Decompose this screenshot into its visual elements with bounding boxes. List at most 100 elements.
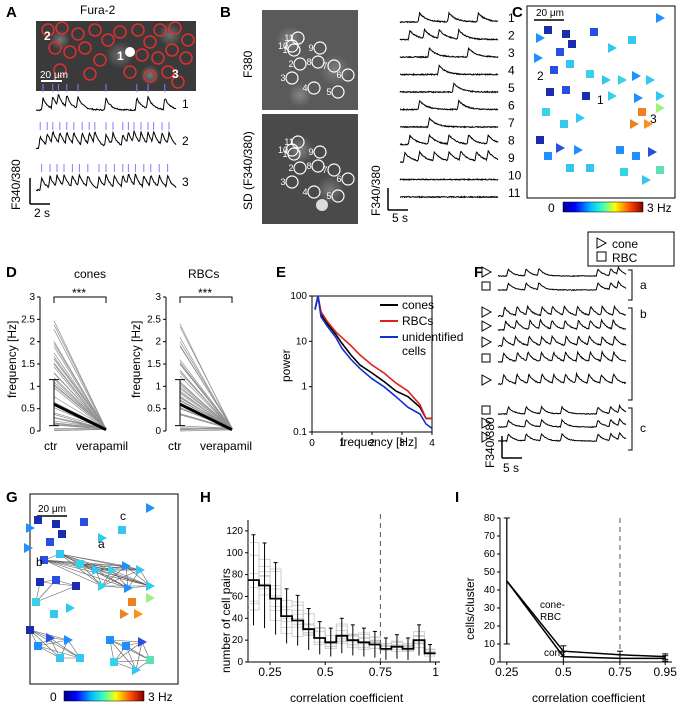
trace-b-id: 8 [508, 134, 515, 148]
y-tick-label: 0 [489, 657, 495, 668]
rbc-marker [562, 86, 570, 94]
rbc-marker [50, 610, 58, 618]
panel-a-label: A [6, 4, 17, 21]
rbc-marker [566, 164, 574, 172]
cone-marker [146, 503, 155, 513]
panel-b-trace-ids: 1 2 3 4 5 6 7 8 9 10 11 [508, 11, 522, 200]
cone-marker [108, 565, 117, 575]
cone-marker [66, 603, 75, 613]
y-tick-label: 2 [29, 337, 35, 348]
cone-marker [536, 33, 545, 43]
roi-circle [151, 51, 165, 65]
panel-d-x-ctr-left: ctr [44, 439, 57, 453]
trace-a-2 [35, 130, 177, 150]
rbc-marker [632, 152, 640, 160]
roi-label: 7 [322, 165, 327, 175]
trace-b-5 [399, 81, 499, 94]
roi-label: 5 [326, 191, 331, 201]
y-tick-label: 0 [155, 426, 161, 437]
panel-b-traces [399, 11, 499, 199]
sig-bracket [179, 296, 233, 303]
panel-b-timescale: 5 s [392, 211, 408, 225]
trace-b-id: 4 [508, 64, 515, 78]
y-tick-label: 20 [232, 635, 244, 646]
rbc-marker [638, 108, 646, 116]
legend-rbc-icon [596, 251, 607, 262]
roi-circle [113, 25, 127, 39]
panel-c-frame [526, 5, 676, 199]
correlation-link [29, 629, 81, 659]
panel-e-label: E [276, 264, 286, 281]
rbc-marker [616, 146, 624, 154]
cell-line [179, 341, 233, 429]
cell-line [179, 370, 233, 430]
panel-h-xlabel: correlation coefficient [290, 691, 404, 705]
correlation-link [109, 639, 143, 643]
trace-b-6 [399, 99, 499, 112]
trace-b-8 [399, 133, 499, 146]
y-tick-label: 1 [155, 381, 161, 392]
rbc-marker [52, 520, 60, 528]
trace-b-id: 11 [508, 186, 521, 200]
rbc-marker [562, 30, 570, 38]
trace-f-4 [497, 318, 627, 332]
panel-d-ylabel-left: frequency [Hz] [5, 321, 19, 398]
correlation-link [95, 569, 151, 587]
cone-marker [608, 91, 617, 101]
rbc-marker [118, 526, 126, 534]
correlation-link [101, 569, 141, 587]
rbc-marker [34, 516, 42, 524]
panel-a-cell-2: 2 [44, 29, 51, 43]
panel-a-scalebar-label: 20 μm [40, 70, 68, 81]
roi-circle [161, 65, 175, 79]
roi-label: 1 [282, 149, 287, 159]
cone-marker [646, 75, 655, 85]
panel-d-sig-right: *** [198, 286, 212, 300]
panel-c-cell-1: 1 [597, 93, 604, 107]
panel-g-group-b: b [36, 555, 43, 569]
correlation-link [43, 559, 103, 587]
trace-b-10 [399, 177, 499, 182]
trace-b-id: 5 [508, 81, 515, 95]
panel-b-image-f380 [262, 10, 358, 110]
cone-marker [634, 93, 643, 103]
roi-label: 10 [278, 145, 288, 155]
correlation-link [37, 645, 81, 659]
roi-circle [165, 43, 179, 57]
panel-a-title: Fura-2 [80, 3, 116, 17]
cone-marker [642, 175, 651, 185]
mean-line [179, 402, 233, 432]
panel-e-plot: 0.1 1 10 100 0 1 2 3 4 [290, 291, 435, 449]
correlation-link [95, 569, 129, 589]
roi-label: 10 [278, 41, 288, 51]
cone-marker [556, 143, 565, 153]
roi-circle [285, 175, 299, 189]
cone-marker [618, 75, 627, 85]
panel-f-brackets [628, 269, 633, 451]
trace-b-11 [399, 195, 499, 199]
panel-c-colorbar-max: 3 Hz [647, 201, 672, 215]
roi-circle [311, 55, 325, 69]
series-cones [314, 295, 432, 420]
x-tick-label: 0.25 [495, 665, 519, 679]
rbc-marker [72, 582, 80, 590]
legend-rbc-label: RBC [612, 251, 638, 265]
cone-marker [24, 543, 33, 553]
panel-c-colorbar-min: 0 [548, 201, 555, 215]
cone-row-icon [481, 374, 493, 386]
panel-b-ylabel: F340/380 [369, 165, 383, 216]
trace-b-4 [399, 64, 499, 77]
panel-i-annot-cone-rbc-1: cone- [540, 600, 565, 611]
trace-b-id: 9 [508, 151, 515, 165]
panel-i-xlabel: correlation coefficient [532, 691, 646, 705]
cone-marker [648, 147, 657, 157]
cone-marker [608, 43, 617, 53]
cone-row-icon [481, 417, 493, 429]
y-tick-label: 1.5 [21, 359, 35, 370]
x-tick-label: 1 [339, 438, 345, 449]
panel-f-ylabel: F340/380 [483, 417, 497, 468]
correlation-link [79, 563, 129, 589]
panel-c-scalebar-label: 20 μm [536, 8, 564, 19]
